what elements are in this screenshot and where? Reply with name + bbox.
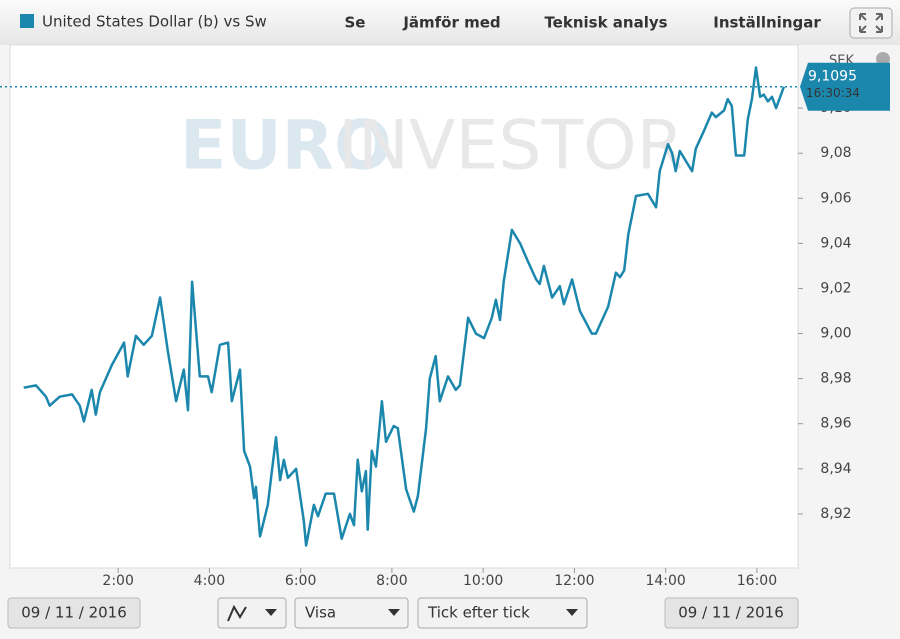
- y-tick-label: 9,06: [820, 190, 851, 206]
- y-tick-label: 8,96: [820, 416, 851, 432]
- watermark: EURO: [180, 107, 392, 186]
- line-icon: [227, 604, 247, 622]
- price-line: [23, 66, 786, 547]
- watermark: INVESTOR: [338, 107, 684, 186]
- y-tick-label: 9,02: [820, 280, 851, 296]
- dropdown-arrow: [265, 609, 277, 616]
- footer: 09 / 11 / 2016 Visa Tick efter tick 09 /…: [7, 597, 799, 629]
- toolbar: [0, 0, 900, 45]
- x-tick-label: 8:00: [376, 573, 407, 589]
- menu-item[interactable]: Inställningar: [713, 14, 821, 32]
- x-tick-label: 16:00: [737, 573, 777, 589]
- y-tick-label: 8,98: [820, 371, 851, 387]
- x-tick-label: 4:00: [194, 573, 225, 589]
- mode-dropdown[interactable]: [417, 597, 588, 629]
- last-price-label: 9,1095: [808, 69, 857, 85]
- chart-type-button[interactable]: [217, 597, 287, 629]
- x-tick-label: 2:00: [102, 573, 133, 589]
- y-tick-label: 8,92: [820, 506, 851, 522]
- end-date: 09 / 11 / 2016: [678, 604, 784, 622]
- start-date: 09 / 11 / 2016: [21, 604, 127, 622]
- date-box[interactable]: [7, 597, 141, 629]
- date-box[interactable]: [664, 597, 799, 629]
- y-tick-label: 9,04: [820, 235, 851, 251]
- series-name: United States Dollar (b) vs Sw: [42, 13, 267, 31]
- x-tick-label: 12:00: [554, 573, 594, 589]
- menu-item[interactable]: Teknisk analys: [544, 14, 667, 32]
- x-tick-label: 14:00: [645, 573, 685, 589]
- series-icon: [20, 14, 34, 28]
- menu-item[interactable]: Se: [345, 14, 366, 32]
- view-label: Visa: [305, 604, 336, 622]
- mode-label: Tick efter tick: [427, 604, 530, 622]
- menu-item[interactable]: Jämför med: [402, 14, 500, 32]
- y-tick-label: 9,00: [820, 326, 851, 342]
- y-tick-label: 9,08: [820, 145, 851, 161]
- view-dropdown[interactable]: [294, 597, 409, 629]
- info-icon[interactable]: [876, 52, 890, 66]
- x-tick-label: 10:00: [463, 573, 503, 589]
- dropdown-arrow: [388, 609, 400, 616]
- last-price-box: [800, 62, 890, 111]
- x-tick-label: 6:00: [285, 573, 316, 589]
- last-price-time: 16:30:34: [806, 86, 860, 100]
- y-tick-label: 8,94: [820, 461, 851, 477]
- expand-button[interactable]: [849, 7, 893, 39]
- dropdown-arrow: [566, 609, 578, 616]
